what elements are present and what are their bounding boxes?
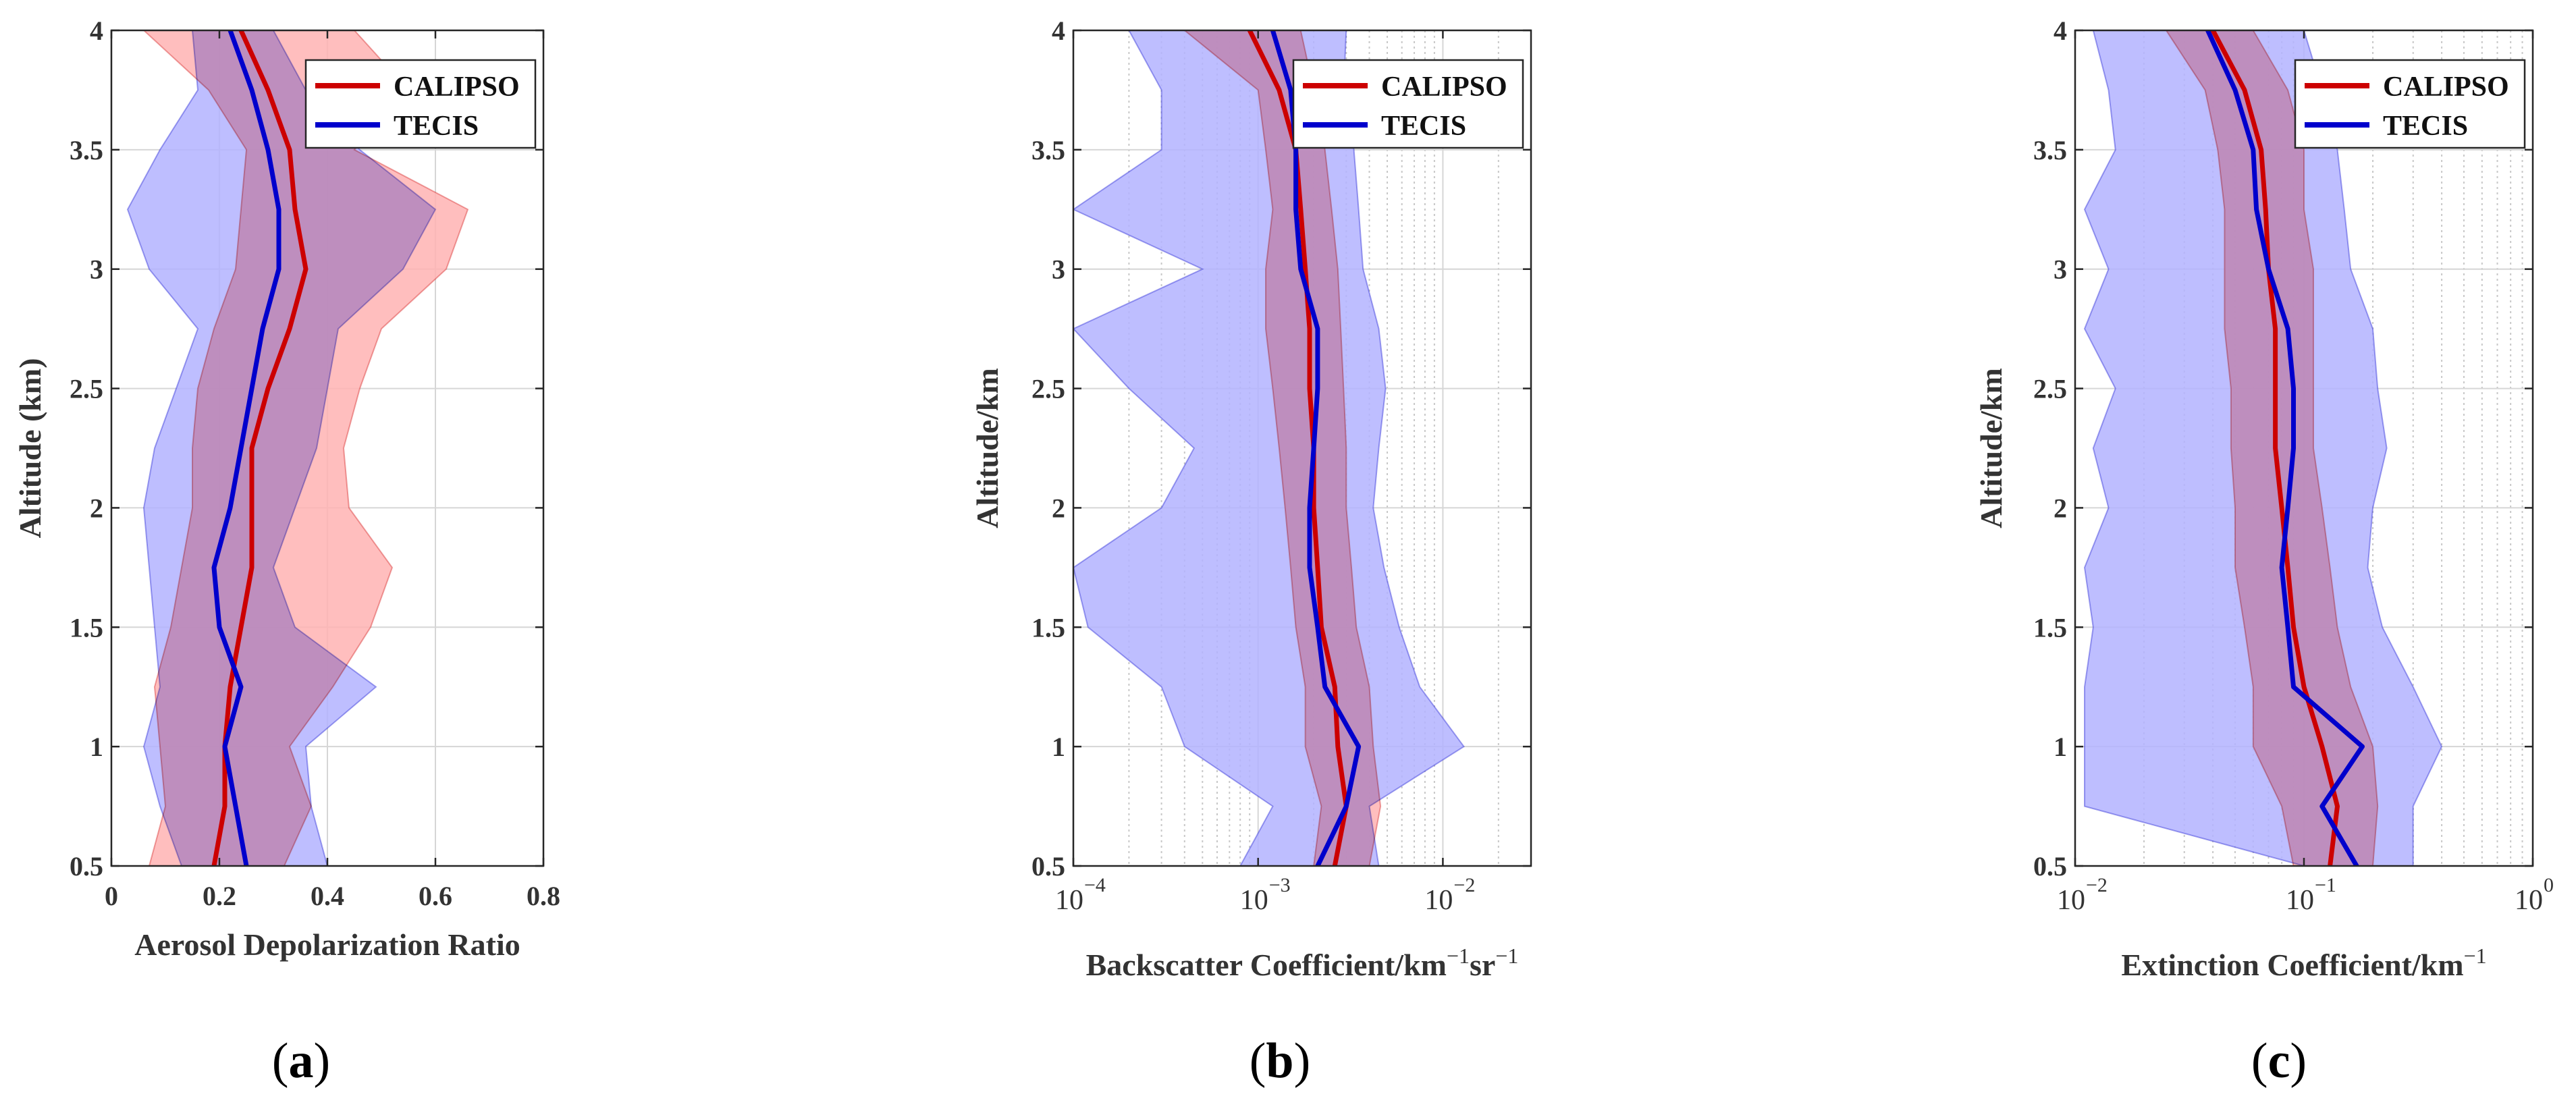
tecis-line: [2205, 30, 2365, 866]
tecis-legend-label: TECIS: [1381, 111, 1466, 142]
tecis-band: [2083, 30, 2443, 866]
x-tick-exponent: −1: [2315, 874, 2336, 896]
x-axis-label: Backscatter Coefficient/km−1sr−1: [1086, 944, 1519, 982]
x-axis-label-part: Backscatter Coefficient/km: [1086, 948, 1447, 982]
x-tick-label: 0: [105, 881, 118, 911]
y-tick-label: 0.5: [1031, 851, 1065, 881]
x-tick-label: 0.2: [203, 881, 236, 911]
x-axis-label: Extinction Coefficient/km−1: [2121, 944, 2486, 982]
uncertainty-bands: [126, 30, 469, 866]
y-tick-label: 2.5: [2033, 374, 2067, 404]
tecis-band: [126, 30, 437, 866]
y-tick-label: 3: [90, 254, 103, 285]
x-axis-label-superscript: −1: [1495, 944, 1518, 968]
legend-box: [2294, 59, 2526, 149]
y-tick-label: 3: [1052, 254, 1065, 285]
x-tick-label: 10: [2286, 885, 2314, 916]
y-tick-label: 0.5: [2033, 851, 2067, 881]
y-tick-label: 0.5: [70, 851, 103, 881]
y-tick-label: 2: [2054, 493, 2067, 523]
y-tick-label: 3.5: [1031, 135, 1065, 165]
ticks: [110, 29, 545, 867]
ticks: [2074, 29, 2534, 867]
uncertainty-bands: [1073, 30, 1466, 866]
y-tick-label: 1: [1052, 732, 1065, 762]
x-tick-label: 0.6: [419, 881, 452, 911]
y-tick-label: 2.5: [70, 374, 103, 404]
x-tick-label: 10: [1055, 885, 1083, 916]
series-lines: [211, 30, 308, 866]
x-tick-exponent: −2: [2086, 874, 2108, 896]
caption-a: (a): [271, 1033, 331, 1089]
x-tick-label: 10: [2057, 885, 2085, 916]
x-tick-exponent: −2: [1453, 874, 1475, 896]
calipso-legend-label: CALIPSO: [394, 72, 520, 103]
y-axis-label: Altitude/km: [1974, 368, 2008, 528]
legend-box: [1292, 59, 1524, 149]
x-axis-label-superscript: −1: [1447, 944, 1470, 968]
tecis-band: [1073, 30, 1466, 866]
y-tick-label: 3: [2054, 254, 2067, 285]
calipso-line: [2210, 30, 2340, 866]
y-tick-label: 1: [2054, 732, 2067, 762]
y-tick-label: 3.5: [2033, 135, 2067, 165]
calipso-line: [211, 30, 308, 866]
caption-c: (c): [2251, 1033, 2307, 1089]
x-tick-label: 10: [1424, 885, 1453, 916]
tecis-legend-label: TECIS: [2383, 111, 2468, 142]
x-tick-exponent: −3: [1269, 874, 1291, 896]
legend-box: [304, 59, 537, 149]
x-tick-exponent: −4: [1084, 874, 1106, 896]
y-tick-label: 4: [2054, 16, 2067, 46]
x-tick-label: 0.8: [527, 881, 560, 911]
legend: CALIPSO TECIS: [304, 59, 537, 149]
x-tick-label: 0.4: [311, 881, 344, 911]
x-axis-label-superscript: −1: [2464, 944, 2487, 968]
y-tick-label: 2: [90, 493, 103, 523]
x-axis-label-part: sr: [1470, 948, 1495, 982]
y-tick-label: 2: [1052, 493, 1065, 523]
series-lines: [1247, 30, 1362, 866]
ticks: [1072, 29, 1531, 867]
y-axis-label: Altitude/km: [970, 368, 1004, 528]
x-axis-label: Aerosol Depolarization Ratio: [134, 927, 520, 962]
y-tick-label: 4: [90, 16, 103, 46]
x-tick-label: 10: [1240, 885, 1268, 916]
y-tick-label: 4: [1052, 16, 1065, 46]
x-axis-label-part: Extinction Coefficient/km: [2121, 948, 2463, 982]
calipso-legend-label: CALIPSO: [1381, 72, 1507, 103]
y-tick-label: 3.5: [70, 135, 103, 165]
calipso-legend-label: CALIPSO: [2383, 72, 2509, 103]
y-tick-label: 1: [90, 732, 103, 762]
y-tick-label: 2.5: [1031, 374, 1065, 404]
x-tick-exponent: 0: [2544, 874, 2554, 896]
y-tick-label: 1.5: [1031, 612, 1065, 643]
y-axis-label: Altitude (km): [13, 358, 47, 538]
tecis-legend-label: TECIS: [394, 111, 479, 142]
x-tick-label: 10: [2515, 885, 2543, 916]
legend: CALIPSO TECIS: [1292, 59, 1524, 149]
uncertainty-bands: [2083, 30, 2443, 866]
y-tick-label: 1.5: [2033, 612, 2067, 643]
tecis-line: [1270, 30, 1362, 866]
series-lines: [2205, 30, 2365, 866]
caption-b: (b): [1249, 1033, 1311, 1089]
y-tick-label: 1.5: [70, 612, 103, 643]
axes-box: [1072, 29, 1532, 867]
legend: CALIPSO TECIS: [2294, 59, 2526, 149]
tecis-line: [211, 30, 281, 866]
